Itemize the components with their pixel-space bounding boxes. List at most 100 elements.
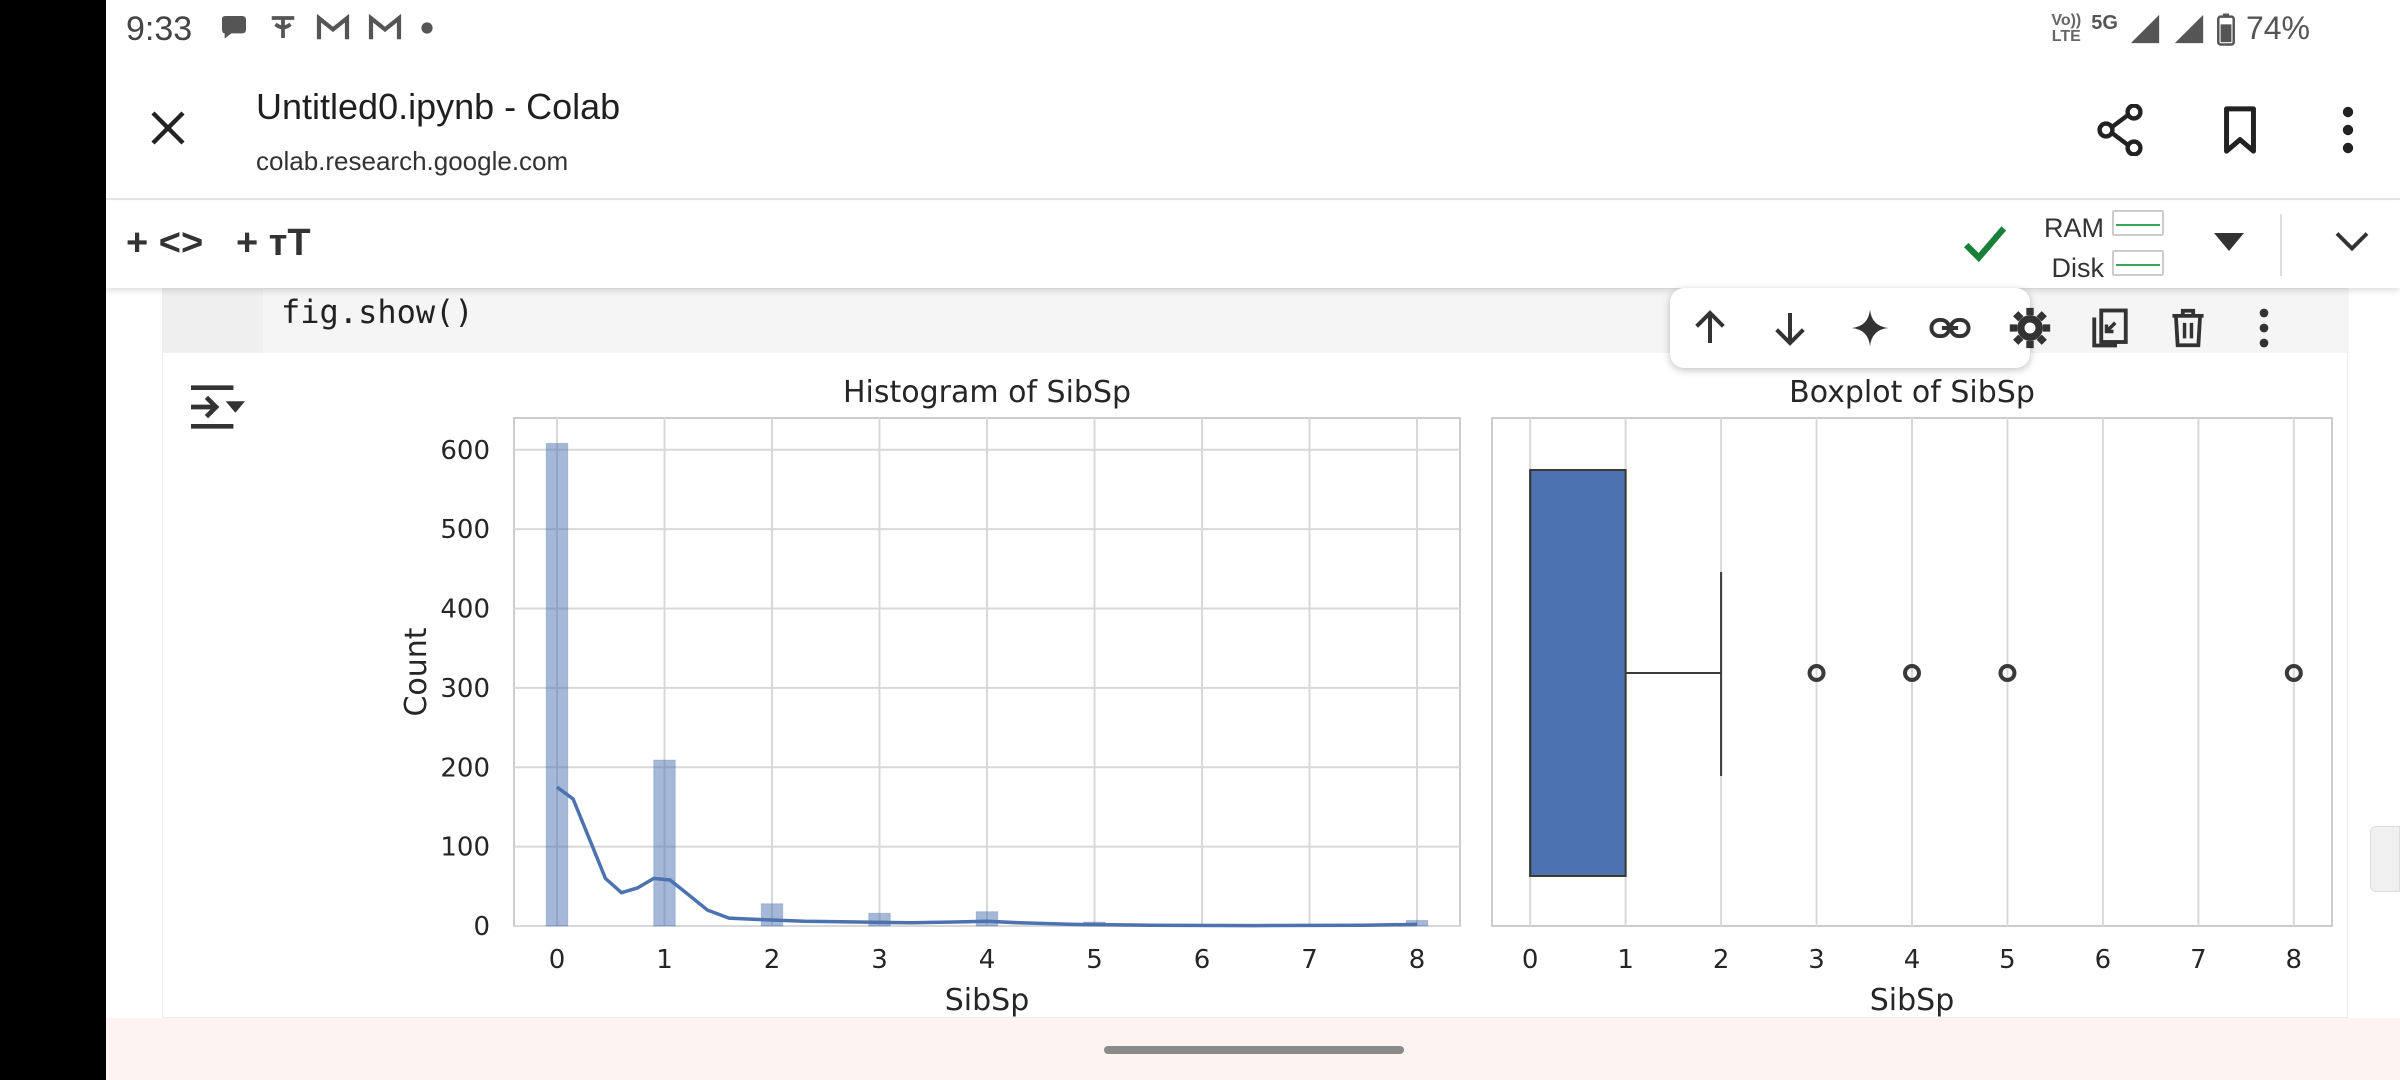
y-tick-label: 400	[440, 595, 490, 625]
x-tick-label: 3	[871, 945, 888, 975]
y-tick-label: 200	[440, 753, 490, 783]
caret-down-icon	[2214, 233, 2244, 251]
battery-percent: 74%	[2245, 10, 2310, 46]
gesture-nav-area	[106, 1018, 2400, 1080]
chevron-down-icon	[2335, 232, 2369, 252]
disk-usage-bar	[2112, 250, 2164, 276]
chart-title: Histogram of SibSp	[843, 375, 1131, 410]
ram-label: RAM	[2044, 213, 2104, 243]
x-tick-label: 0	[1522, 945, 1539, 975]
gmail-icon	[368, 14, 402, 40]
add-code-button[interactable]: + <>	[126, 222, 204, 264]
mirror-cell-icon	[2092, 308, 2128, 348]
x-tick-label: 3	[1808, 945, 1825, 975]
dot-icon	[421, 22, 433, 34]
box-iqr	[1529, 469, 1627, 877]
histogram-bar	[545, 442, 569, 927]
chart-title: Boxplot of SibSp	[1789, 375, 2035, 410]
lte-label: LTE	[2051, 27, 2081, 45]
y-axis-label: Count	[399, 627, 434, 716]
y-tick-label: 100	[440, 833, 490, 863]
y-tick-label: 600	[440, 436, 490, 466]
boxplot-chart: 0 1 2 3 4 5 6 7 8 Boxplot of SibSp SibSp	[1491, 375, 2333, 1018]
cell-more-button[interactable]	[2240, 304, 2288, 352]
gmail-icon	[316, 14, 350, 40]
checkmark-icon	[1964, 226, 2007, 263]
chat-bubble-icon	[222, 16, 246, 39]
x-tick-label: 8	[1409, 945, 1426, 975]
plot-output: 0 1 2 3 4 5 6 7 8 0 100 200 300 400 500 600 Histogram of…	[399, 375, 2333, 1018]
x-tick-label: 5	[1999, 945, 2016, 975]
more-vert-icon	[2342, 106, 2354, 154]
mirror-cell-button[interactable]	[2086, 304, 2134, 352]
y-tick-label: 0	[473, 912, 490, 942]
x-tick-label: 7	[2190, 945, 2207, 975]
histogram-bar	[760, 903, 784, 927]
more-vert-icon	[2259, 308, 2269, 348]
x-tick-label: 2	[764, 945, 781, 975]
x-tick-label: 6	[2095, 945, 2112, 975]
outlier-point	[1903, 664, 1921, 682]
link-icon	[1929, 317, 1971, 339]
x-tick-label: 4	[1904, 945, 1921, 975]
cell-gutter	[163, 289, 263, 353]
status-time: 9:33	[126, 10, 193, 48]
cell-settings-button[interactable]	[2006, 304, 2054, 352]
x-axis-label: SibSp	[945, 983, 1030, 1018]
share-icon	[2097, 104, 2143, 156]
delete-cell-button[interactable]	[2164, 304, 2212, 352]
x-tick-label: 0	[549, 945, 566, 975]
page-url: colab.research.google.com	[256, 146, 569, 176]
pe-app-icon	[271, 16, 295, 38]
copy-link-button[interactable]	[1926, 304, 1974, 352]
disk-label: Disk	[2051, 253, 2105, 283]
arrow-up-icon	[1695, 310, 1725, 343]
resource-labels[interactable]: RAM Disk	[2044, 208, 2104, 288]
home-gesture-handle[interactable]	[1104, 1046, 1404, 1054]
toolbar-divider	[2280, 214, 2282, 276]
outlier-point	[1807, 664, 1826, 682]
bookmark-icon	[2224, 106, 2256, 154]
scrollbar-thumb[interactable]	[2370, 826, 2400, 892]
outlier-point	[2284, 664, 2303, 682]
histogram-bar	[975, 911, 999, 927]
kde-line	[555, 785, 1418, 928]
x-tick-label: 8	[2286, 945, 2303, 975]
runtime-dropdown-button[interactable]	[2214, 232, 2244, 257]
gemini-button[interactable]	[1846, 304, 1894, 352]
ram-usage-bar	[2112, 210, 2164, 236]
share-button[interactable]	[2088, 98, 2152, 162]
y-tick-label: 300	[440, 674, 490, 704]
more-options-button[interactable]	[2316, 98, 2380, 162]
arrow-down-icon	[1775, 313, 1805, 346]
close-button[interactable]	[138, 100, 198, 160]
close-icon	[151, 111, 185, 145]
x-tick-label: 6	[1194, 945, 1211, 975]
code-line: fig.show()	[281, 293, 474, 331]
connected-status[interactable]	[1960, 218, 2010, 273]
collapse-toolbar-button[interactable]	[2334, 228, 2370, 259]
colab-toolbar: + <> + ᴛT RAM Disk	[106, 202, 2400, 288]
gear-icon	[2009, 307, 2051, 349]
move-cell-down-button[interactable]	[1766, 304, 1814, 352]
move-cell-up-button[interactable]	[1686, 304, 1734, 352]
x-tick-label: 4	[979, 945, 996, 975]
signal-icon	[2174, 14, 2204, 43]
page-title: Untitled0.ipynb - Colab	[256, 86, 621, 127]
status-bar: 9:33 Vo)) LTE 5G 74%	[106, 0, 2400, 60]
outlier-point	[1998, 664, 2017, 682]
output-actions-button[interactable]	[186, 380, 250, 434]
y-tick-label: 500	[440, 515, 490, 545]
bookmark-button[interactable]	[2208, 98, 2272, 162]
histogram-bar	[653, 759, 676, 927]
signal-icon	[2130, 14, 2160, 43]
phone-screen: 9:33 Vo)) LTE 5G 74% Untitled0.ipynb - C…	[106, 0, 2400, 1080]
x-tick-label: 5	[1086, 945, 1103, 975]
network-type: 5G	[2091, 12, 2118, 34]
x-tick-label: 1	[656, 945, 673, 975]
battery-icon	[2216, 13, 2235, 46]
status-right: Vo)) LTE 5G 74%	[2051, 10, 2310, 47]
sparkle-icon	[1851, 309, 1889, 347]
add-text-button[interactable]: + ᴛT	[236, 222, 311, 264]
x-tick-label: 2	[1713, 945, 1730, 975]
